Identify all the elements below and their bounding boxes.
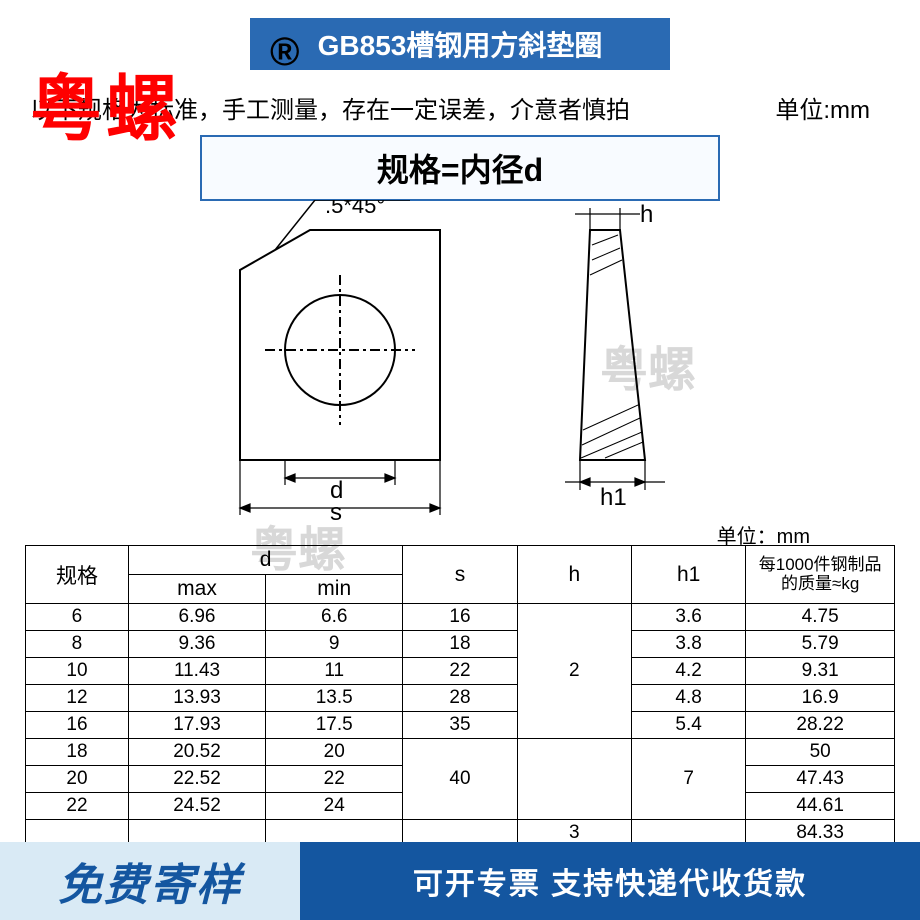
technical-diagram: .5*45° d s (180, 200, 740, 520)
col-h: h (517, 546, 631, 604)
table-row: 89.369183.85.79 (26, 631, 895, 658)
col-weight: 每1000件钢制品的质量≈kg (746, 546, 895, 604)
table-row: 66.966.61623.64.75 (26, 604, 895, 631)
col-spec: 规格 (26, 546, 129, 604)
h-label: h (640, 201, 653, 228)
table-row: 1820.522040750 (26, 739, 895, 766)
s-label: s (330, 499, 342, 520)
title-banner: GB853槽钢用方斜垫圈 (250, 18, 670, 70)
table-row: 1011.4311224.29.31 (26, 658, 895, 685)
unit-label: 单位:mm (775, 90, 870, 125)
chamfer-label: .5*45° (325, 200, 385, 218)
spec-formula-banner: 规格=内径d (200, 135, 720, 201)
h1-label: h1 (600, 484, 627, 511)
footer-left: 免费寄样 (0, 842, 300, 920)
brand-overlay: 粤螺 (30, 50, 182, 155)
table-row: 1213.9313.5284.816.9 (26, 685, 895, 712)
col-d: d (128, 546, 402, 575)
footer-bar: 免费寄样 可开专票 支持快递代收货款 (0, 842, 920, 920)
spec-table: 规格 d s h h1 每1000件钢制品的质量≈kg max min 66.9… (25, 545, 895, 847)
col-h1: h1 (631, 546, 745, 604)
col-dmax: max (128, 575, 265, 604)
table-row: 1617.9317.5355.428.22 (26, 712, 895, 739)
footer-right: 可开专票 支持快递代收货款 (300, 842, 920, 920)
col-dmin: min (266, 575, 403, 604)
col-s: s (403, 546, 517, 604)
registered-mark: ® (270, 30, 299, 75)
